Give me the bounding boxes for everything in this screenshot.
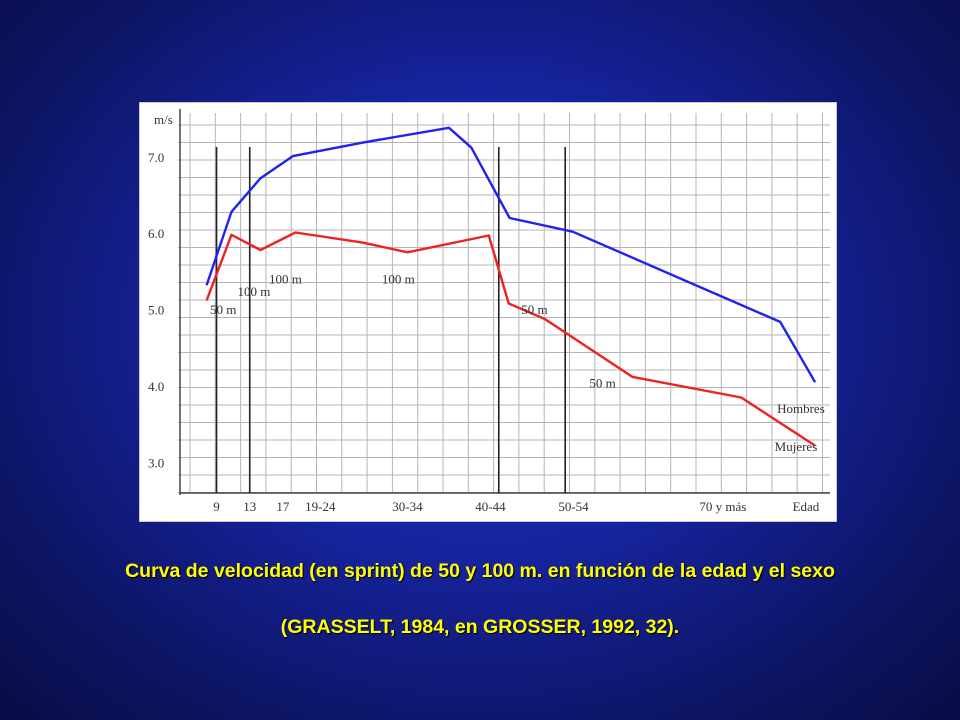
- x-tick-label: Edad: [793, 499, 820, 514]
- chart-annotation: 50 m: [589, 376, 615, 391]
- chart-panel: m/s 7.0 6.0 5.0 4.0 3.0 9 13 17 19-24 30-34 40-44 50…: [139, 102, 837, 522]
- x-tick-label: 30-34: [392, 499, 423, 514]
- figure-citation: (GRASSELT, 1984, en GROSSER, 1992, 32).: [280, 616, 680, 638]
- series-line-hombres: [205, 126, 817, 383]
- x-tick-label: 50-54: [558, 499, 589, 514]
- series-lines: [205, 126, 817, 447]
- y-tick-label: 4.0: [148, 379, 164, 394]
- age-group-markers: [215, 147, 566, 493]
- chart-annotation: Hombres: [777, 401, 825, 416]
- y-tick-label: 7.0: [148, 150, 164, 165]
- axes: m/s 7.0 6.0 5.0 4.0 3.0 9 13 17 19-24 30-34 40-44 50…: [148, 109, 830, 514]
- series-line-mujeres: [205, 231, 816, 447]
- grid: [178, 113, 830, 493]
- y-tick-label: 3.0: [148, 455, 164, 470]
- chart-annotation: 100 m: [237, 284, 270, 299]
- x-tick-label: 9: [213, 499, 220, 514]
- x-tick-label: 70 y más: [699, 499, 746, 514]
- y-tick-label: 5.0: [148, 303, 164, 318]
- y-axis-label: m/s: [154, 112, 173, 127]
- x-tick-label: 40-44: [475, 499, 506, 514]
- chart-annotation: 100 m: [382, 272, 415, 287]
- x-tick-label: 17: [276, 499, 290, 514]
- chart-annotation: 100 m: [269, 272, 302, 287]
- chart-annotation: 50 m: [210, 302, 236, 317]
- x-tick-label: 13: [243, 499, 256, 514]
- y-tick-label: 6.0: [148, 226, 164, 241]
- figure-caption: Curva de velocidad (en sprint) de 50 y 1…: [125, 560, 835, 582]
- chart-annotation: 50 m: [521, 302, 547, 317]
- x-tick-label: 19-24: [305, 499, 336, 514]
- chart-annotation: Mujeres: [775, 439, 818, 454]
- speed-age-line-chart: m/s 7.0 6.0 5.0 4.0 3.0 9 13 17 19-24 30-34 40-44 50…: [148, 109, 830, 514]
